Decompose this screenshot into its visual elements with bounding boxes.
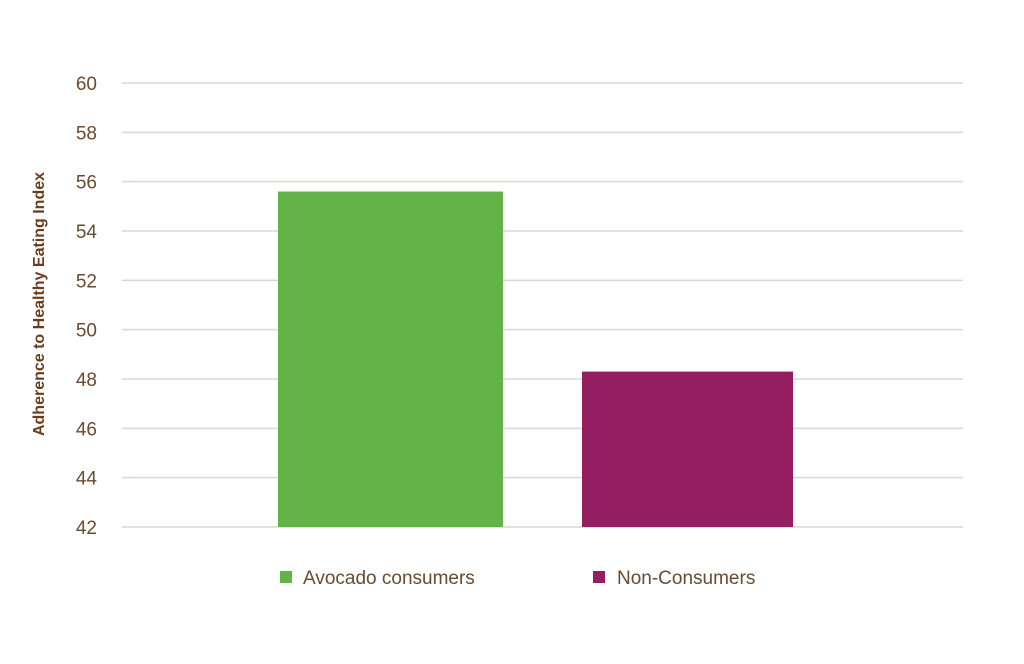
y-axis-title: Adherence to Healthy Eating Index — [31, 172, 48, 436]
legend-swatch — [593, 571, 605, 583]
y-tick-label: 42 — [76, 518, 97, 539]
y-tick-label: 54 — [76, 222, 98, 243]
legend-item: Avocado consumers — [280, 568, 475, 589]
y-tick-label: 48 — [76, 370, 97, 391]
legend-label: Avocado consumers — [303, 568, 475, 589]
y-tick-label: 60 — [76, 74, 97, 95]
y-tick-label: 50 — [76, 321, 97, 342]
y-tick-label: 46 — [76, 419, 97, 440]
legend-item: Non-Consumers — [593, 568, 755, 589]
legend-swatch — [280, 571, 292, 583]
y-tick-label: 44 — [76, 469, 98, 490]
legend: Avocado consumers Non-Consumers — [280, 568, 755, 589]
bars — [278, 191, 793, 528]
legend-label: Non-Consumers — [617, 568, 755, 589]
bar-non-consumers — [582, 371, 793, 527]
bar-avocado-consumers — [278, 191, 503, 528]
y-tick-label: 52 — [76, 271, 97, 292]
y-tick-label: 56 — [76, 173, 97, 194]
gridlines — [122, 82, 963, 528]
y-tick-label: 58 — [76, 123, 97, 144]
y-axis-tick-labels: 42 44 46 48 50 52 54 56 58 60 — [76, 74, 98, 539]
